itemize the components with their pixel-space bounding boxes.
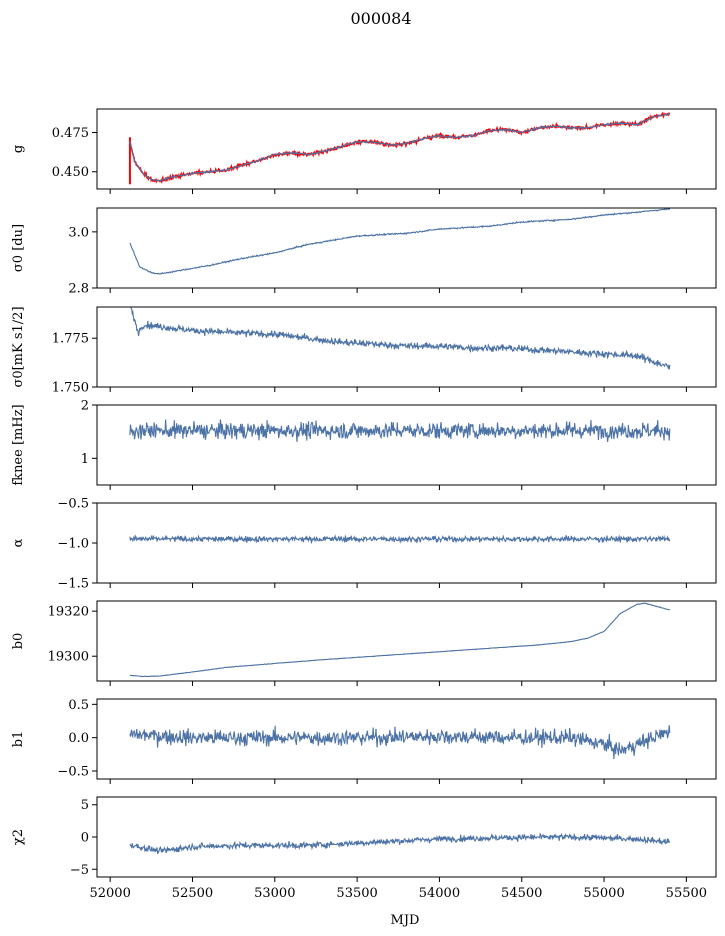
x-tick-label: 53500: [336, 886, 377, 901]
x-tick-label: 55000: [583, 886, 624, 901]
y-tick-label: 1.750: [52, 381, 89, 396]
axes-frame: [96, 108, 717, 190]
x-tick-label: 52000: [89, 886, 130, 901]
series-line: [129, 832, 670, 855]
axes-frame: [96, 796, 717, 878]
panel-6: 19300 19320 b0: [11, 600, 717, 686]
axes-frame: [96, 502, 717, 584]
series-line: [129, 725, 671, 760]
panel-2: 2.8 3.0 σ0 [du]: [11, 207, 717, 297]
x-tick-label: 52500: [172, 886, 213, 901]
axes-frame: [96, 698, 717, 780]
panel-4: 1 2 fknee [mHz]: [11, 399, 717, 490]
panels: 0.450 0.475 g 2.8 3.0 σ0 [du] 1.750 1.775 σ0[mK …: [11, 108, 717, 901]
axes-frame: [96, 306, 717, 388]
y-tick-label: 0.0: [68, 731, 89, 746]
series-line: [129, 602, 670, 678]
y-tick-label: 19320: [48, 605, 89, 620]
y-tick-label: −0.5: [57, 765, 89, 780]
y-tick-label: 0.5: [68, 698, 89, 713]
x-tick-label: 54500: [501, 886, 542, 901]
y-axis-label: b0: [11, 633, 26, 650]
y-axis-label: σ0[mK s1/2]: [11, 306, 26, 387]
axes-frame: [96, 207, 717, 289]
figure-title: 000084: [350, 9, 411, 28]
axes-frame: [96, 600, 717, 682]
panel-3: 1.750 1.775 σ0[mK s1/2]: [11, 306, 717, 396]
y-tick-label: 19300: [48, 650, 89, 665]
x-tick-label: 55500: [666, 886, 707, 901]
series-line: [129, 534, 671, 545]
y-tick-label: 1.775: [52, 332, 89, 347]
y-tick-label: −0.5: [57, 497, 89, 512]
y-axis-label: α: [11, 538, 26, 547]
y-axis-label: b1: [11, 731, 26, 748]
panel-1: 0.450 0.475 g: [11, 108, 717, 194]
y-tick-label: 2: [81, 399, 89, 414]
y-tick-label: 0.475: [52, 126, 89, 141]
y-axis-label: σ0 [du]: [11, 224, 26, 272]
y-tick-label: 3.0: [68, 225, 89, 240]
x-tick-label: 53000: [254, 886, 295, 901]
panel-5: −1.5 −1.0 −0.5 α: [11, 497, 717, 592]
y-axis-label: χ2: [11, 829, 26, 845]
panel-7: −0.5 0.0 0.5 b1: [11, 698, 717, 784]
y-tick-label: 1: [81, 452, 89, 467]
y-tick-label: −1.5: [57, 577, 89, 592]
y-tick-label: 0: [81, 831, 89, 846]
y-axis-label: fknee [mHz]: [11, 404, 26, 485]
series-line: [129, 208, 671, 275]
x-axis-label: MJD: [391, 913, 420, 928]
panel-8: −5 0 5 52000 52500 53000 53500 54000 54500 55000 5…: [11, 796, 717, 901]
series-line: [129, 419, 671, 442]
series-line: [129, 112, 671, 183]
y-tick-label: 2.8: [68, 282, 89, 297]
y-axis-label: g: [11, 145, 26, 153]
y-tick-label: −1.0: [57, 537, 89, 552]
series-line: [130, 307, 671, 370]
x-tick-label: 54000: [419, 886, 460, 901]
y-tick-label: 5: [81, 798, 89, 813]
axes-frame: [96, 404, 717, 486]
y-tick-label: −5: [70, 863, 89, 878]
y-tick-label: 0.450: [52, 165, 89, 180]
